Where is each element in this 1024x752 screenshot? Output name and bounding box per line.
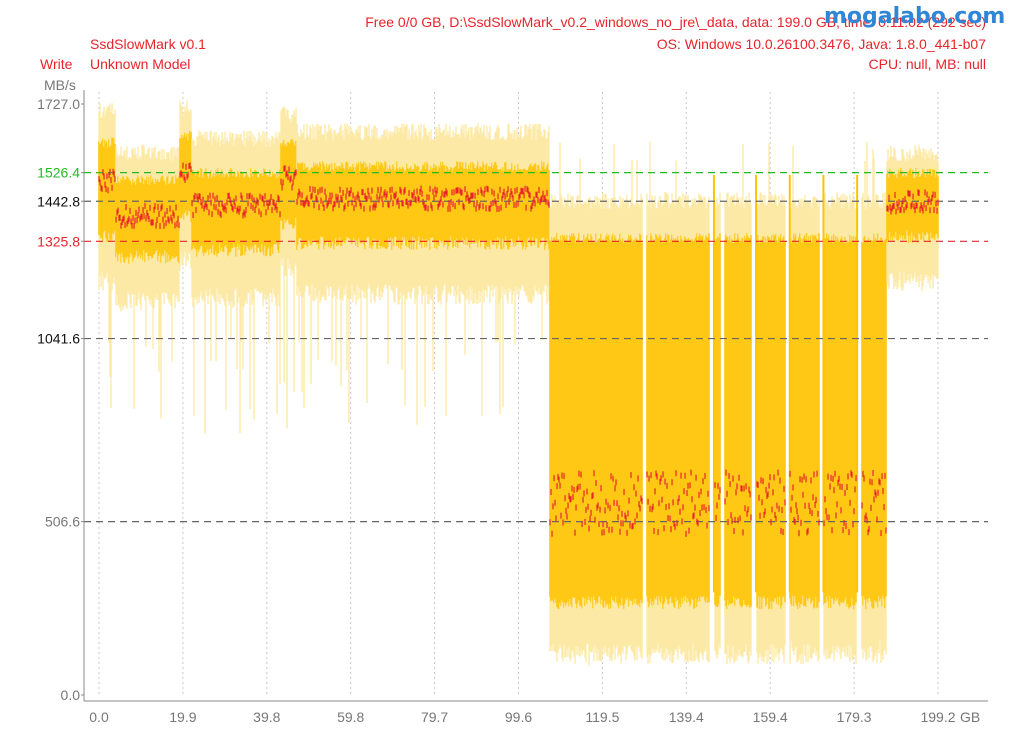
x-tick-label: 39.8 [253,709,280,725]
average-trace [98,162,939,537]
mode-label: Write [40,56,73,72]
x-tick-label: 179.3 [837,709,872,725]
y-tick-label: 1041.6 [37,331,80,347]
x-tick-label: 199.2 [920,709,955,725]
reference-lines [84,172,988,523]
y-tick-label: 1442.8 [37,193,80,209]
y-tick-label: 1325.8 [37,233,80,249]
x-tick-label: 119.5 [585,709,619,725]
info-line-drive: Free 0/0 GB, D:\SsdSlowMark_v0.2_windows… [365,14,986,30]
x-tick-label: 19.9 [169,709,196,725]
y-tick-label: 0.0 [61,687,81,703]
x-tick-label: 99.6 [505,709,532,725]
watermark-logo: mogalabo.com [824,4,1006,29]
y-axis-unit-label: MB/s [44,77,76,93]
axes [83,90,988,702]
y-tick-label: 1727.0 [37,96,80,112]
info-line-os: OS: Windows 10.0.26100.3476, Java: 1.8.0… [656,36,986,52]
x-tick-label: 59.8 [337,709,364,725]
info-line-hardware: CPU: null, MB: null [868,56,986,72]
x-tick-label: 159.4 [753,709,788,725]
x-tick-label: 79.7 [421,709,448,725]
y-tick-label: 506.6 [45,514,80,530]
x-axis-unit-label: GB [960,709,980,725]
x-tick-label: 139.4 [669,709,704,725]
tick-labels: 1727.0 1526.4 1442.8 1325.8 1041.6 506.6 0.0 0.… [37,96,980,725]
x-tick-label: 0.0 [89,709,109,725]
app-title: SsdSlowMark v0.1 [90,36,206,52]
y-tick-label: 1526.4 [37,165,80,181]
model-label: Unknown Model [90,56,191,72]
